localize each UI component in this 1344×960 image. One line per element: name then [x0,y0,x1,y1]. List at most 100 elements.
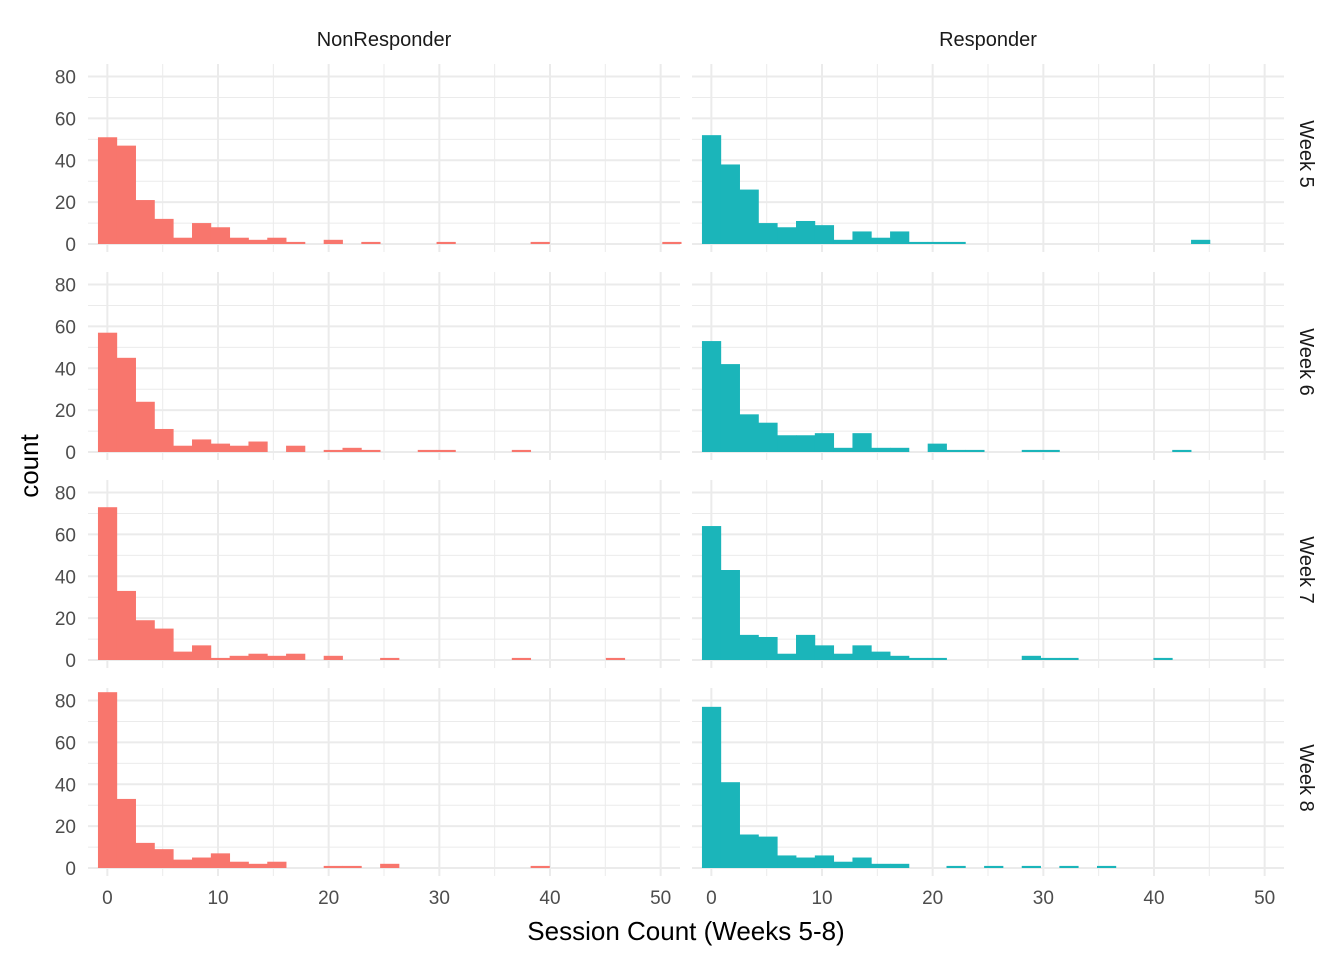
histogram-bar [852,433,872,452]
panel-nonresponder-week-8 [88,688,680,876]
y-tick-label: 40 [55,359,76,380]
histogram-bar [286,445,306,452]
histogram-bar [984,865,1004,868]
histogram-bar [229,655,249,660]
histogram-bar [890,231,910,244]
histogram-bar [701,341,722,452]
histogram-bar [720,782,740,868]
histogram-bar [97,692,118,868]
y-tick-label: 40 [55,775,76,796]
histogram-bar [192,223,212,244]
histogram-bar [796,435,816,452]
histogram-bar [796,220,816,244]
histogram-bar [116,357,136,452]
y-tick-label: 60 [55,525,76,546]
histogram-bar [720,570,740,660]
histogram-bar [116,590,136,660]
histogram-bar [1040,657,1060,660]
x-tick-label: 20 [922,888,943,909]
histogram-bar [739,634,759,660]
histogram-bar [192,857,212,868]
x-tick-label: 50 [1254,888,1275,909]
panel-nonresponder-week-6 [88,272,680,460]
histogram-bar [662,241,682,244]
histogram-bar [814,855,835,868]
histogram-bar [852,645,872,660]
histogram-bar [192,645,212,660]
histogram-bar [154,218,174,244]
strip-label-responder: Responder [939,29,1037,51]
histogram-bar [210,443,231,452]
histogram-bar [248,239,268,244]
histogram-bar [248,441,268,452]
y-tick-label: 80 [55,692,76,713]
histogram-bar [1021,865,1041,868]
histogram-bar [267,237,287,244]
histogram-bar [210,227,231,244]
y-tick-label: 40 [55,567,76,588]
histogram-bar [701,706,722,868]
histogram-bar [1021,449,1041,452]
histogram-bar [135,200,155,244]
histogram-bar [871,651,891,660]
histogram-bar [605,657,626,660]
x-tick-label: 20 [318,888,339,909]
x-tick-label: 40 [539,888,560,909]
histogram-bar [342,865,362,868]
y-tick-label: 80 [55,276,76,297]
histogram-bar [135,842,155,868]
histogram-bar [758,636,778,660]
strip-label-week-7: Week 7 [1295,536,1317,603]
histogram-bar [97,332,118,452]
histogram-bar [739,414,759,452]
histogram-bar [1172,449,1192,452]
strip-label-week-8: Week 8 [1295,744,1317,811]
histogram-bar [720,164,740,244]
histogram-bar [946,449,966,452]
histogram-bar [1153,657,1173,660]
y-tick-label: 20 [55,193,76,214]
y-tick-label: 20 [55,817,76,838]
histogram-bar [927,657,947,660]
histogram-bar [833,653,853,660]
panel-responder-week-8 [692,688,1284,876]
y-tick-label: 40 [55,151,76,172]
histogram-bar [814,645,835,660]
histogram-bar [323,449,343,452]
y-tick-label: 20 [55,401,76,422]
histogram-bar [323,239,343,244]
strip-label-week-6: Week 6 [1295,328,1317,395]
histogram-bar [229,237,249,244]
histogram-bar [173,445,193,452]
histogram-bar [173,237,193,244]
histogram-bar [248,863,268,868]
histogram-bar [777,435,797,452]
histogram-bar [511,657,532,660]
histogram-bar [436,241,456,244]
y-tick-label: 0 [65,651,76,672]
histogram-bar [796,634,816,660]
panel-nonresponder-week-5 [88,64,682,252]
histogram-bar [210,853,231,868]
x-tick-label: 30 [429,888,450,909]
histogram-bar [814,225,835,244]
histogram-bar [758,223,778,244]
histogram-bar [777,653,797,660]
y-tick-label: 0 [65,235,76,256]
histogram-bar [116,798,136,868]
y-tick-label: 0 [65,859,76,880]
histogram-bar [739,189,759,244]
histogram-bar [927,241,947,244]
histogram-bar [323,865,343,868]
histogram-bar [361,241,381,244]
y-tick-label: 0 [65,443,76,464]
histogram-bar [720,364,740,452]
y-tick-label: 80 [55,484,76,505]
histogram-bar [1096,865,1117,868]
histogram-bar [965,449,985,452]
histogram-bar [417,449,437,452]
histogram-bar [173,859,193,868]
ticks-layer: 0 20 40 60 80 0 20 40 60 80 0 20 40 60 80 0 20 40 60 80 0 10 2… [55,68,1275,909]
histogram-bar [739,834,759,868]
